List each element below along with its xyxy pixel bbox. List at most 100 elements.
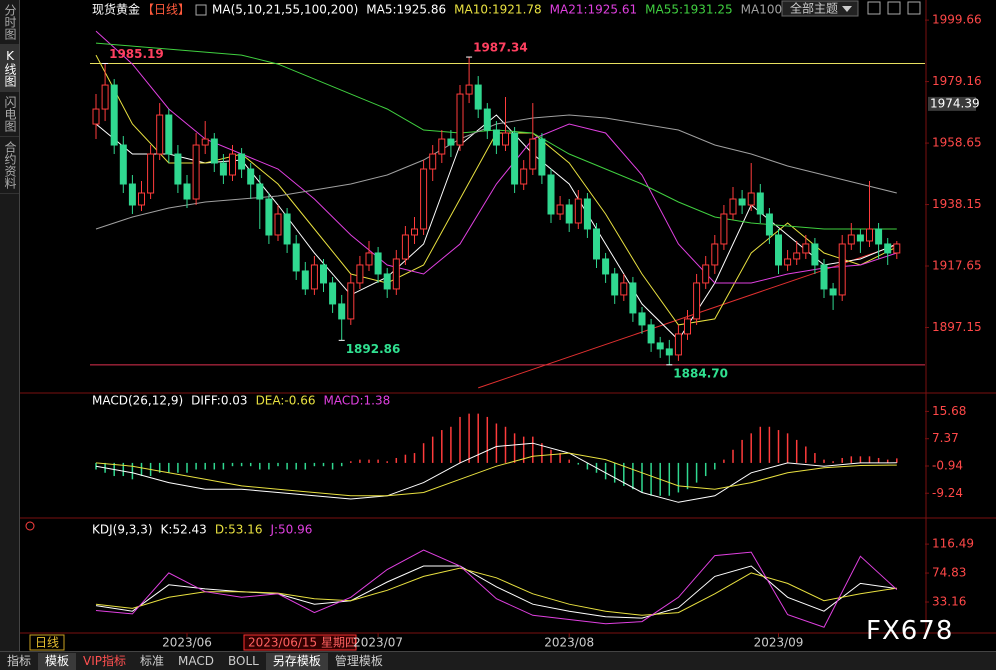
icon[interactable]	[867, 1, 881, 15]
candle-body	[866, 228, 873, 242]
candle-body	[756, 192, 764, 215]
sidebar-item[interactable]: K线图	[0, 45, 19, 92]
candle-body	[593, 228, 600, 260]
candle-body	[638, 312, 646, 326]
legend-text: MA10:1921.78	[454, 3, 542, 17]
candle-body	[147, 153, 155, 194]
tab[interactable]: 指标	[7, 653, 32, 668]
candle-body	[720, 213, 728, 245]
period-tab[interactable]: 日线	[35, 636, 59, 650]
candle-body	[274, 213, 282, 236]
sidebar-item[interactable]: 分时图	[0, 0, 19, 45]
legend-text: 现货黄金	[92, 2, 140, 17]
candle-body	[101, 84, 109, 110]
candle-body	[847, 234, 855, 245]
candle-body	[401, 234, 409, 260]
indicator-line	[95, 452, 897, 497]
y-tick-label: 33.16	[932, 595, 966, 609]
candle-body	[229, 153, 236, 176]
tab[interactable]: BOLL	[228, 653, 259, 668]
candle-body	[565, 204, 573, 224]
legend-text: MACD:1.38	[323, 394, 390, 408]
candle-body	[283, 213, 291, 245]
candle-body	[438, 138, 446, 155]
last-price-box	[928, 96, 976, 111]
candle-body	[511, 132, 519, 185]
candle-body	[602, 258, 610, 275]
candle-body	[629, 282, 637, 314]
sidebar: 分时图 K线图 闪电图 合约资料	[0, 0, 20, 651]
candle-body	[347, 282, 355, 320]
legend-text: 【日线】	[142, 3, 190, 17]
candle-body	[356, 264, 364, 284]
tab[interactable]: 模板	[38, 652, 77, 670]
candle-body	[210, 138, 218, 164]
candle-body	[165, 114, 173, 155]
tab[interactable]: MACD	[178, 653, 215, 668]
last-price-label: 1974.39	[930, 96, 980, 110]
candle-body	[392, 258, 400, 290]
x-tick-label: 2023/08	[544, 636, 594, 650]
y-tick-label: 15.68	[932, 404, 966, 418]
candle-body	[802, 243, 810, 254]
candle-body	[765, 213, 773, 236]
legend-text: D:53.16	[215, 523, 263, 537]
candle-body	[893, 243, 901, 254]
candle-body	[538, 138, 546, 176]
candle-body	[256, 183, 264, 200]
candle-body	[238, 153, 246, 170]
candle-body	[301, 270, 309, 290]
candle-body	[420, 168, 428, 230]
candle-body	[92, 108, 100, 125]
candle-body	[192, 144, 200, 200]
crosshair-box	[243, 634, 357, 651]
candle-body	[474, 84, 482, 110]
period-box[interactable]	[29, 634, 65, 651]
y-tick-label: 1999.66	[932, 13, 982, 27]
candle-body	[456, 93, 464, 146]
candle-body	[411, 228, 418, 236]
legend-text: MA5:1925.86	[366, 3, 446, 17]
tab[interactable]: 管理模板	[334, 653, 383, 668]
candle-body	[502, 132, 509, 146]
candle-body	[247, 168, 255, 185]
candle-body	[374, 252, 382, 275]
candle-body	[820, 264, 828, 290]
candle-body	[292, 243, 300, 272]
y-tick-label: 7.37	[932, 431, 959, 445]
theme-button-text[interactable]: 全部主题	[790, 1, 838, 16]
icon[interactable]	[907, 1, 921, 15]
candle-body	[174, 153, 182, 185]
candle-body	[492, 129, 500, 146]
chart: 全部主题 日线 2023/06/15 星期四 1999.66 1979.16 195…	[20, 0, 996, 651]
watermark: FX678	[866, 616, 954, 646]
y-tick-label: 1979.16	[932, 74, 982, 88]
y-tick-label: 1958.65	[932, 136, 982, 150]
tab[interactable]: 标准	[140, 653, 165, 668]
extreme-label: 1985.19	[109, 47, 164, 61]
icon[interactable]	[887, 1, 901, 15]
indicator-line	[95, 442, 897, 503]
candle-body	[520, 168, 528, 185]
dropdown-arrow	[842, 6, 852, 12]
candle-body	[529, 138, 537, 170]
legend-text: DEA:-0.66	[256, 394, 316, 408]
x-tick-label: 2023/06	[162, 636, 212, 650]
legend-text: MACD(26,12,9)	[92, 394, 183, 408]
tab[interactable]: 另存模板	[265, 652, 328, 670]
candle-body	[702, 264, 710, 284]
legend-text: MA100	[741, 3, 782, 17]
settings-icon[interactable]	[25, 521, 35, 531]
indicator-line	[95, 54, 898, 326]
candle-body	[383, 273, 391, 290]
tab[interactable]: VIP指标	[83, 653, 127, 668]
extreme-label: 1892.86	[346, 342, 401, 356]
candle-body	[128, 183, 136, 206]
legend-text: J:50.96	[269, 523, 312, 537]
theme-button[interactable]	[781, 0, 859, 17]
sidebar-item[interactable]: 闪电图	[0, 92, 19, 137]
candle-body	[338, 303, 346, 320]
candle-body	[447, 138, 455, 146]
candle-body	[775, 234, 782, 266]
sidebar-item[interactable]: 合约资料	[0, 137, 19, 194]
